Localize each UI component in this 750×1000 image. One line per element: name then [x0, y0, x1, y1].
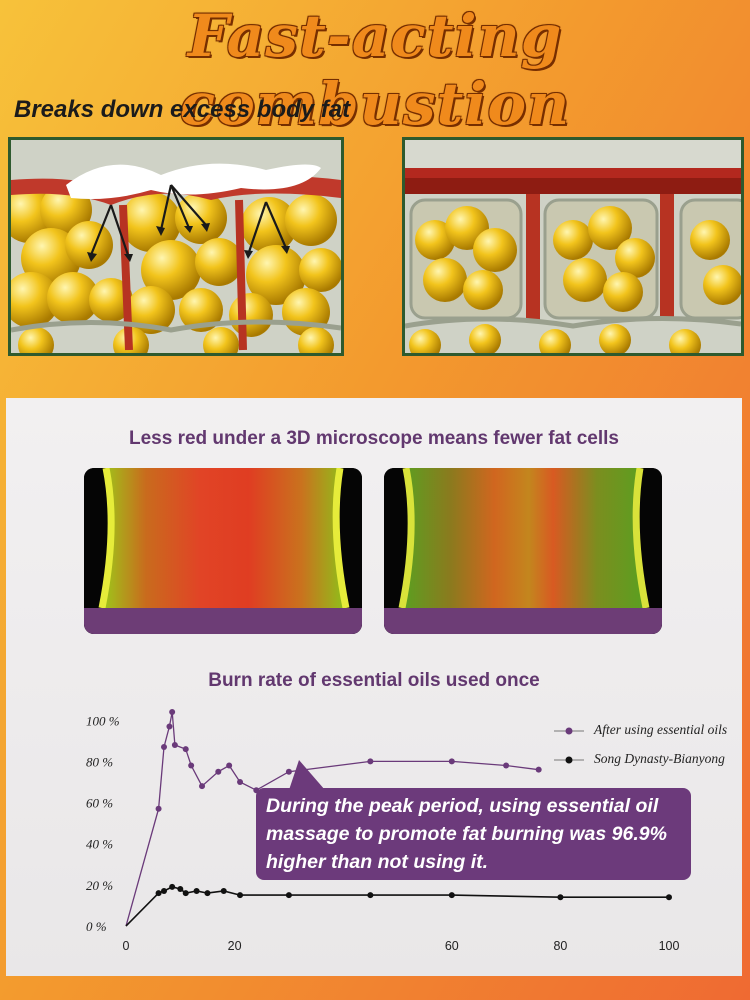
data-point [448, 758, 455, 765]
data-point [237, 892, 244, 899]
y-tick-label: 80 % [86, 754, 113, 769]
data-point [448, 892, 455, 899]
data-point [161, 888, 168, 895]
data-point [193, 888, 200, 895]
data-point [177, 885, 184, 892]
x-tick-label: 0 [123, 939, 130, 953]
data-point [155, 890, 162, 897]
y-tick-label: 0 % [86, 919, 107, 934]
callout-pointer [289, 760, 325, 790]
fat-illustration-after [402, 137, 744, 356]
data-point [215, 768, 222, 775]
data-point [503, 762, 510, 769]
legend-label: Song Dynasty-Bianyong [594, 751, 725, 766]
data-point [557, 894, 564, 901]
fat-illustration-before [8, 137, 344, 356]
data-point [666, 894, 672, 901]
x-tick-label: 60 [445, 939, 459, 953]
y-tick-label: 60 % [86, 796, 113, 811]
chart-title: Burn rate of essential oils used once [208, 670, 540, 691]
legend-item-essential-oils: After using essential oils [594, 722, 727, 738]
data-point [169, 709, 176, 716]
results-card: Less red under a 3D microscope means few… [6, 398, 742, 976]
data-point [166, 723, 173, 730]
data-point [204, 890, 211, 897]
page-subtitle: Breaks down excess body fat [14, 96, 351, 123]
legend-marker [565, 727, 573, 735]
data-point [161, 744, 168, 751]
data-point [182, 890, 189, 897]
x-tick-label: 100 [659, 939, 680, 953]
data-point [535, 766, 542, 773]
microscope-title: Less red under a 3D microscope means few… [129, 428, 619, 449]
data-point [367, 892, 374, 899]
x-tick-label: 80 [553, 939, 567, 953]
data-point [171, 741, 178, 748]
data-point [367, 758, 374, 765]
legend-marker [565, 756, 573, 764]
data-point [188, 762, 195, 769]
legend-item-bianyong: Song Dynasty-Bianyong [594, 751, 725, 767]
x-tick-label: 20 [228, 939, 242, 953]
data-point [237, 779, 244, 785]
data-point [182, 746, 189, 753]
page-title: Fast-acting combustion [179, 2, 571, 138]
data-point [199, 783, 206, 790]
thermal-image-after [384, 468, 662, 634]
data-point [285, 892, 292, 899]
y-tick-label: 40 % [86, 837, 113, 852]
y-tick-label: 20 % [86, 878, 113, 893]
burn-rate-chart: 100 % 80 % 60 % 40 % 20 % 0 % 0 20 60 80 100 [86, 709, 680, 953]
thermal-image-before [84, 468, 362, 634]
data-point [226, 762, 233, 769]
series-line [125, 711, 539, 927]
data-point [169, 883, 176, 890]
callout-box: During the peak period, using essential … [256, 788, 691, 880]
data-point [155, 805, 162, 812]
legend-label: After using essential oils [594, 722, 728, 737]
data-point [220, 888, 227, 895]
y-tick-label: 100 % [86, 713, 120, 728]
